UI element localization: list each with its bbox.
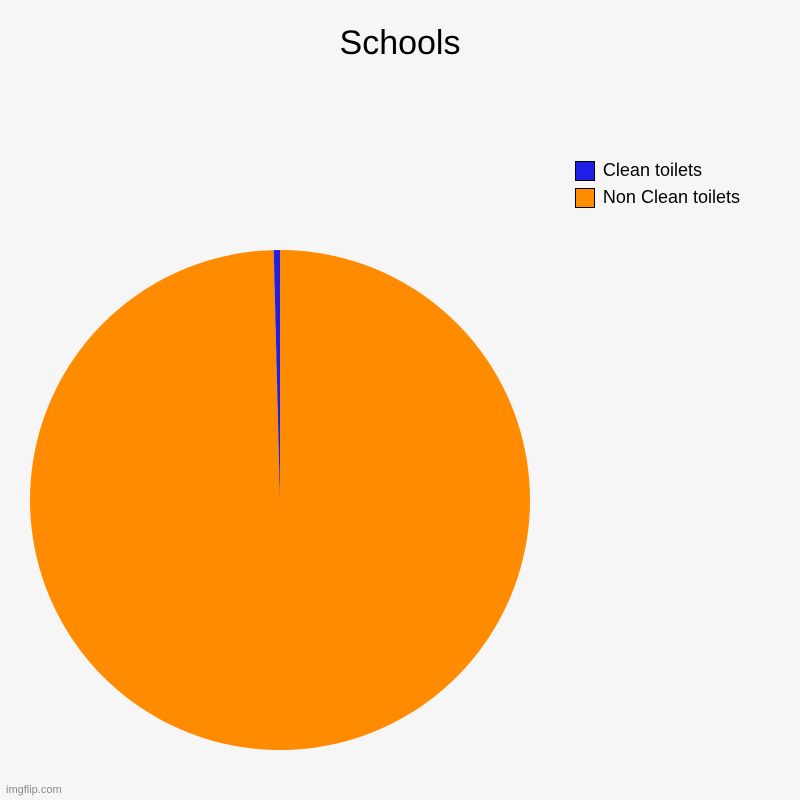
legend-label: Clean toilets <box>603 160 702 181</box>
legend-item: Non Clean toilets <box>575 187 740 208</box>
chart-container: Schools Clean toilets Non Clean toilets … <box>0 0 800 800</box>
watermark: imgflip.com <box>6 784 62 796</box>
legend-label: Non Clean toilets <box>603 187 740 208</box>
legend-swatch-clean <box>575 161 595 181</box>
legend-swatch-nonclean <box>575 188 595 208</box>
pie-chart <box>30 250 530 750</box>
chart-title: Schools <box>340 24 461 63</box>
legend-item: Clean toilets <box>575 160 740 181</box>
legend: Clean toilets Non Clean toilets <box>575 160 740 214</box>
